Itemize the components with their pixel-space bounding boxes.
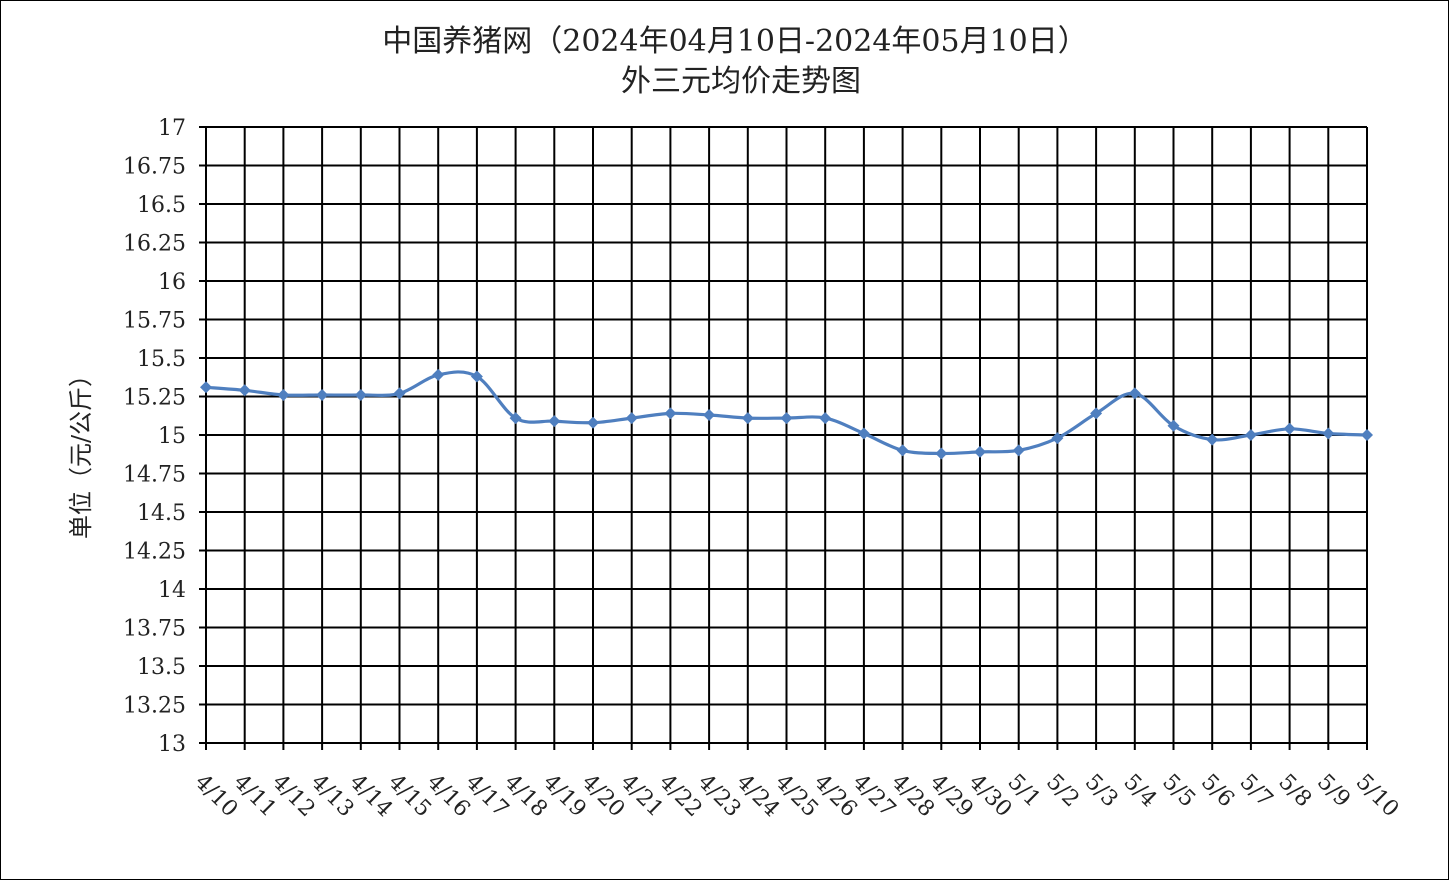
y-tick-label: 15.5 [137, 347, 186, 372]
y-tick-label: 15.25 [123, 386, 186, 411]
data-point-marker [238, 384, 251, 397]
data-point-marker [703, 409, 716, 421]
x-tick-label: 4/24 [732, 770, 785, 823]
x-tick-label: 4/11 [228, 770, 281, 823]
x-tick-label: 5/9 [1312, 770, 1355, 813]
data-point-marker [625, 412, 638, 425]
x-tick-label: 4/14 [345, 770, 398, 823]
x-tick-label: 5/2 [1041, 770, 1084, 813]
x-tick-label: 5/3 [1080, 770, 1123, 813]
series-layer [200, 368, 1373, 460]
y-tick-label: 17 [158, 116, 186, 141]
x-tick-label: 4/15 [383, 770, 436, 823]
x-tick-label: 5/7 [1235, 770, 1278, 813]
data-point-marker [819, 412, 832, 425]
x-tick-label: 4/26 [809, 770, 862, 823]
x-tick-label: 4/21 [615, 770, 668, 823]
x-axis-ticks: 4/104/114/124/134/144/154/164/174/184/19… [190, 770, 1404, 823]
data-point-marker [1283, 422, 1296, 435]
y-tick-label: 14.75 [123, 463, 186, 488]
data-point-marker [935, 447, 948, 460]
data-point-marker [974, 445, 986, 458]
y-tick-label: 16 [158, 270, 186, 295]
y-tick-label: 15.75 [123, 309, 186, 334]
data-point-marker [354, 389, 367, 401]
x-tick-label: 4/17 [461, 770, 514, 823]
data-point-marker [432, 368, 445, 381]
y-tick-label: 13.5 [137, 655, 186, 680]
x-tick-label: 4/13 [306, 770, 359, 823]
data-point-marker [1322, 427, 1335, 440]
y-tick-label: 13.75 [123, 617, 186, 642]
data-point-marker [548, 415, 561, 428]
y-tick-label: 14.5 [137, 501, 186, 526]
y-tick-label: 16.5 [137, 193, 186, 218]
data-point-marker [1244, 429, 1257, 441]
x-tick-label: 4/12 [267, 770, 320, 823]
x-tick-label: 5/10 [1351, 770, 1404, 823]
y-tick-label: 14 [158, 578, 186, 603]
x-tick-label: 4/30 [964, 770, 1017, 823]
grid [199, 126, 1368, 750]
y-tick-label: 16.75 [123, 155, 186, 180]
data-point-marker [664, 407, 677, 420]
data-point-marker [200, 381, 212, 394]
data-point-marker [316, 389, 329, 401]
y-tick-label: 16.25 [123, 232, 186, 257]
x-tick-label: 5/4 [1119, 770, 1162, 813]
data-point-marker [780, 412, 793, 425]
data-point-marker [277, 389, 290, 401]
data-point-marker [1167, 419, 1180, 432]
x-tick-label: 4/23 [693, 770, 746, 823]
y-tick-label: 13 [158, 732, 186, 757]
data-point-marker [1012, 444, 1025, 457]
y-axis-ticks: 17 16.75 16.5 16.25 16 15.75 15.5 15.25 15 14.75 1… [123, 116, 186, 757]
y-tick-label: 15 [158, 424, 186, 449]
data-point-marker [741, 412, 754, 425]
data-point-marker [587, 416, 599, 429]
x-tick-label: 4/25 [770, 770, 823, 823]
data-point-marker [896, 444, 909, 457]
y-tick-label: 13.25 [123, 694, 186, 719]
data-point-marker [1128, 387, 1141, 400]
x-tick-label: 5/6 [1196, 770, 1239, 813]
data-point-marker [1361, 429, 1373, 441]
data-point-marker [1051, 432, 1064, 445]
data-point-marker [857, 427, 870, 440]
x-tick-label: 4/16 [422, 770, 475, 823]
x-tick-label: 4/19 [538, 770, 591, 823]
data-point-marker [1090, 407, 1103, 420]
y-tick-label: 14.25 [123, 540, 186, 565]
data-point-marker [393, 387, 406, 400]
x-tick-label: 4/29 [925, 770, 978, 823]
x-tick-label: 5/5 [1157, 770, 1200, 813]
data-point-marker [1206, 433, 1219, 446]
x-tick-label: 5/8 [1273, 770, 1316, 813]
x-tick-label: 4/28 [886, 770, 939, 823]
y-axis-label: 单位（元/公斤） [67, 363, 95, 539]
chart-subtitle: 外三元均价走势图 [621, 64, 861, 99]
x-tick-label: 4/20 [577, 770, 630, 823]
data-point-marker [470, 370, 483, 383]
x-tick-label: 4/10 [190, 770, 243, 823]
chart-title: 中国养猪网（2024年04月10日-2024年05月10日） [382, 24, 1088, 59]
x-tick-label: 4/18 [499, 770, 552, 823]
x-tick-label: 4/22 [654, 770, 707, 823]
x-tick-label: 4/27 [848, 770, 901, 823]
